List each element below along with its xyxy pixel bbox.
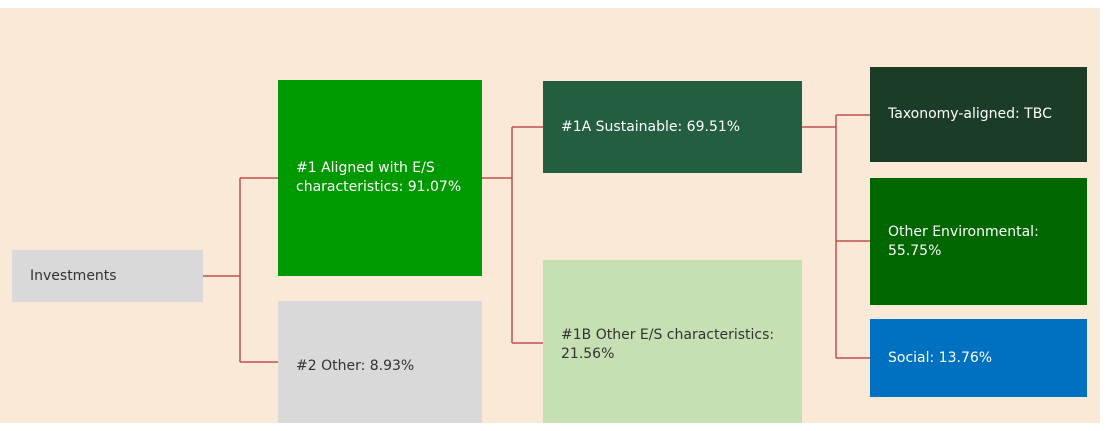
node-social: Social: 13.76% bbox=[870, 319, 1087, 397]
diagram: Investments #1 Aligned with E/S characte… bbox=[0, 8, 1100, 423]
connectors bbox=[203, 114, 870, 363]
node-other: #2 Other: 8.93% bbox=[278, 301, 482, 423]
node-environmental: Other Environmental: 55.75% bbox=[870, 178, 1087, 305]
node-aligned: #1 Aligned with E/S characteristics: 91.… bbox=[278, 80, 482, 276]
node-investments: Investments bbox=[12, 250, 203, 302]
node-taxonomy: Taxonomy-aligned: TBC bbox=[870, 67, 1087, 162]
node-other-es: #1B Other E/S characteristics: 21.56% bbox=[543, 260, 802, 423]
node-sustainable: #1A Sustainable: 69.51% bbox=[543, 81, 802, 173]
